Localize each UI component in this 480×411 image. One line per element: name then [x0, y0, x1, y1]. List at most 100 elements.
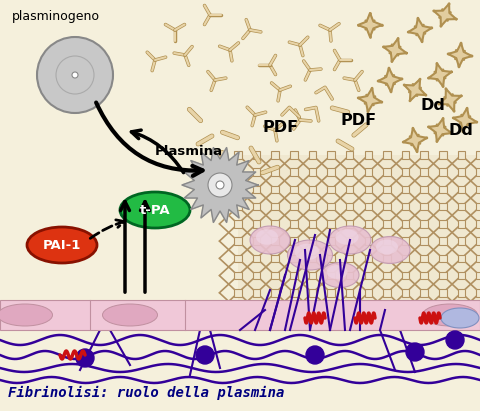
- Bar: [290, 272, 298, 279]
- Bar: [420, 169, 428, 176]
- Bar: [457, 272, 465, 279]
- Bar: [383, 203, 391, 210]
- Polygon shape: [453, 108, 477, 132]
- Bar: [439, 254, 446, 262]
- Bar: [346, 186, 353, 193]
- Bar: [364, 203, 372, 210]
- Ellipse shape: [0, 304, 52, 326]
- Bar: [364, 306, 372, 314]
- Bar: [457, 289, 465, 297]
- Bar: [383, 220, 391, 228]
- Bar: [420, 151, 428, 159]
- Text: Fibrinolisi: ruolo della plasmina: Fibrinolisi: ruolo della plasmina: [8, 386, 284, 400]
- Bar: [364, 220, 372, 228]
- Bar: [476, 237, 480, 245]
- Ellipse shape: [27, 227, 97, 263]
- Polygon shape: [358, 13, 382, 37]
- Bar: [327, 220, 335, 228]
- Text: Dd: Dd: [420, 98, 445, 113]
- Polygon shape: [439, 89, 461, 111]
- Text: plasminogeno: plasminogeno: [12, 10, 100, 23]
- Bar: [457, 203, 465, 210]
- Bar: [346, 272, 353, 279]
- Bar: [290, 220, 298, 228]
- Circle shape: [208, 173, 232, 197]
- Bar: [327, 169, 335, 176]
- Bar: [439, 169, 446, 176]
- Bar: [383, 186, 391, 193]
- Bar: [439, 203, 446, 210]
- Bar: [253, 151, 261, 159]
- Bar: [346, 237, 353, 245]
- Polygon shape: [429, 118, 452, 142]
- Bar: [327, 203, 335, 210]
- Circle shape: [306, 346, 324, 364]
- Polygon shape: [429, 63, 452, 87]
- Bar: [290, 151, 298, 159]
- Bar: [272, 203, 279, 210]
- Bar: [309, 169, 316, 176]
- Bar: [253, 186, 261, 193]
- Bar: [327, 237, 335, 245]
- Bar: [383, 237, 391, 245]
- Polygon shape: [448, 43, 472, 67]
- Bar: [364, 237, 372, 245]
- Bar: [402, 272, 409, 279]
- Bar: [364, 169, 372, 176]
- Polygon shape: [182, 148, 258, 222]
- Ellipse shape: [288, 240, 333, 270]
- Bar: [290, 254, 298, 262]
- Polygon shape: [403, 128, 427, 152]
- Polygon shape: [384, 38, 407, 62]
- Bar: [327, 272, 335, 279]
- Text: Plasmina: Plasmina: [155, 145, 223, 158]
- Bar: [309, 237, 316, 245]
- Bar: [402, 306, 409, 314]
- Ellipse shape: [329, 226, 371, 254]
- Bar: [402, 186, 409, 193]
- Bar: [346, 289, 353, 297]
- Bar: [476, 169, 480, 176]
- Ellipse shape: [120, 192, 190, 228]
- Ellipse shape: [250, 226, 290, 254]
- Bar: [476, 186, 480, 193]
- Bar: [439, 237, 446, 245]
- Bar: [457, 169, 465, 176]
- Polygon shape: [358, 88, 382, 112]
- Ellipse shape: [336, 229, 359, 245]
- Bar: [290, 203, 298, 210]
- Bar: [402, 254, 409, 262]
- Circle shape: [196, 346, 214, 364]
- Text: t-PA: t-PA: [140, 203, 170, 217]
- Bar: [364, 272, 372, 279]
- Bar: [346, 306, 353, 314]
- Bar: [420, 272, 428, 279]
- Bar: [346, 254, 353, 262]
- Bar: [402, 151, 409, 159]
- Ellipse shape: [321, 263, 359, 288]
- Bar: [439, 289, 446, 297]
- Bar: [272, 289, 279, 297]
- Bar: [402, 203, 409, 210]
- Bar: [439, 220, 446, 228]
- Bar: [309, 203, 316, 210]
- Circle shape: [446, 331, 464, 349]
- Ellipse shape: [370, 236, 410, 263]
- Bar: [234, 186, 242, 193]
- Bar: [346, 169, 353, 176]
- Bar: [253, 254, 261, 262]
- Bar: [420, 203, 428, 210]
- Bar: [234, 169, 242, 176]
- Bar: [346, 220, 353, 228]
- Bar: [402, 220, 409, 228]
- Bar: [457, 237, 465, 245]
- Circle shape: [37, 37, 113, 113]
- Text: PAI-1: PAI-1: [43, 238, 81, 252]
- Bar: [290, 237, 298, 245]
- Bar: [309, 254, 316, 262]
- Bar: [309, 151, 316, 159]
- Text: PDF: PDF: [262, 120, 298, 135]
- Bar: [234, 254, 242, 262]
- Circle shape: [76, 349, 94, 367]
- Bar: [309, 272, 316, 279]
